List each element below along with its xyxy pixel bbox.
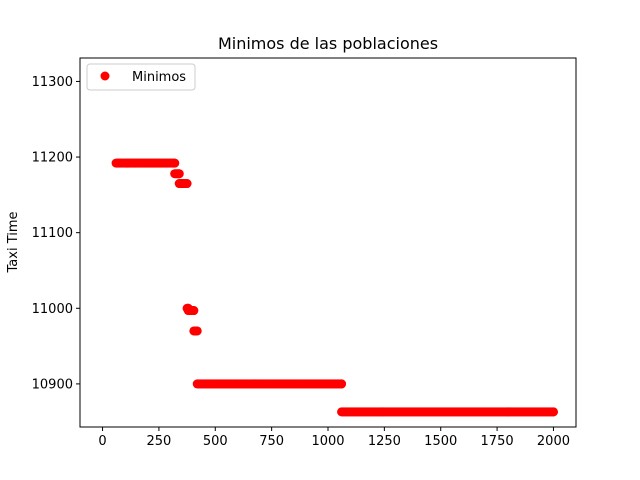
data-point bbox=[337, 379, 347, 389]
data-point bbox=[174, 169, 184, 179]
legend-label: Minimos bbox=[132, 70, 186, 85]
y-tick-label: 10900 bbox=[32, 377, 73, 392]
x-tick-label: 750 bbox=[259, 434, 284, 449]
chart-title: Minimos de las poblaciones bbox=[218, 34, 438, 53]
legend-box bbox=[86, 63, 196, 91]
data-point bbox=[548, 407, 558, 417]
x-tick-label: 500 bbox=[203, 434, 228, 449]
scatter-points bbox=[111, 158, 558, 417]
data-point bbox=[170, 158, 180, 168]
x-tick-label: 1250 bbox=[368, 434, 401, 449]
legend-marker bbox=[100, 71, 110, 81]
legend: Minimos bbox=[86, 63, 196, 91]
data-point bbox=[182, 179, 192, 189]
y-tick-label: 11300 bbox=[32, 75, 73, 90]
x-tick-label: 2000 bbox=[537, 434, 570, 449]
y-tick-label: 11000 bbox=[32, 302, 73, 317]
y-axis-label: Taxi Time bbox=[6, 211, 21, 273]
x-tick-label: 1000 bbox=[311, 434, 344, 449]
data-point bbox=[192, 326, 202, 336]
x-tick-label: 1750 bbox=[481, 434, 514, 449]
x-tick-label: 0 bbox=[98, 434, 106, 449]
y-tick-label: 11200 bbox=[32, 151, 73, 166]
x-tick-label: 250 bbox=[146, 434, 171, 449]
x-axis: 0 250 500 750 1000 1250 1500 1750 2000 bbox=[98, 427, 570, 449]
y-axis: 10900 11000 11100 11200 11300 bbox=[32, 75, 80, 392]
x-tick-label: 1500 bbox=[424, 434, 457, 449]
data-point bbox=[189, 306, 199, 316]
y-tick-label: 11100 bbox=[32, 226, 73, 241]
